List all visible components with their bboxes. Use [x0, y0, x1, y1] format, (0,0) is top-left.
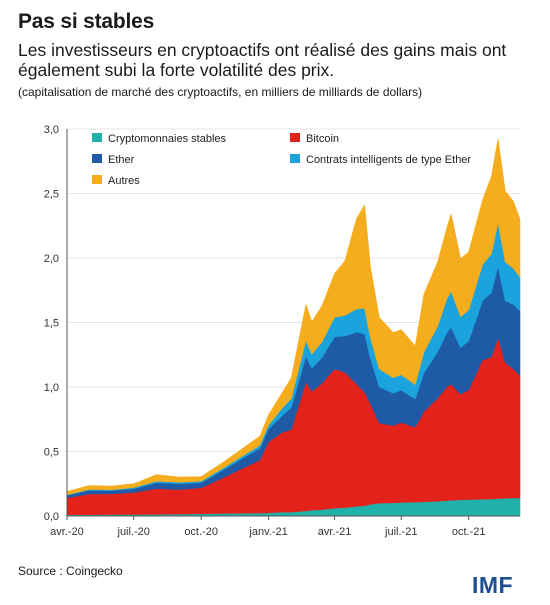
- y-tick-label: 3,0: [44, 124, 59, 136]
- y-tick-label: 2,5: [44, 189, 59, 201]
- stacked-areas: [66, 138, 521, 517]
- x-tick-label: oct.-21: [452, 526, 486, 538]
- y-tick-label: 1,0: [44, 382, 59, 394]
- legend: Cryptomonnaies stables Bitcoin Ether Contra…: [92, 133, 471, 187]
- y-tick-label: 0,0: [44, 511, 59, 523]
- chart-title: Pas si stables: [18, 10, 155, 33]
- y-tick-label: 0,5: [44, 447, 59, 459]
- source-note: Source : Coingecko: [18, 564, 123, 578]
- x-tick-label: oct.-20: [184, 526, 218, 538]
- imf-logo: IMF: [472, 572, 514, 598]
- x-tick-label: juil.-20: [117, 526, 150, 538]
- y-tick-label: 1,5: [44, 318, 59, 330]
- axes: [66, 129, 520, 520]
- legend-swatch: [290, 133, 300, 142]
- legend-swatch: [290, 154, 300, 163]
- x-tick-labels: avr.-20 juil.-20 oct.-20 janv.-21 avr.-21 jui…: [50, 526, 485, 538]
- series-area: [66, 138, 521, 496]
- legend-label: Bitcoin: [306, 133, 339, 145]
- market-cap-chart: 0,0 0,5 1,0 1,5 2,0 2,5 3,0 avr.-20 juil.-20 oct…: [44, 124, 521, 538]
- legend-label: Contrats intelligents de type Ether: [306, 154, 471, 166]
- x-tick-label: avr.-21: [318, 526, 352, 538]
- legend-label: Autres: [108, 175, 140, 187]
- unit-note: (capitalisation de marché des cryptoacti…: [18, 85, 423, 99]
- legend-label: Ether: [108, 154, 135, 166]
- legend-swatch: [92, 133, 102, 142]
- x-tick-label: avr.-20: [50, 526, 84, 538]
- y-tick-labels: 0,0 0,5 1,0 1,5 2,0 2,5 3,0: [44, 124, 59, 523]
- y-tick-label: 2,0: [44, 253, 59, 265]
- x-tick-label: juil.-21: [384, 526, 417, 538]
- chart-subtitle: Les investisseurs en cryptoactifs ont ré…: [18, 40, 507, 80]
- x-tick-label: janv.-21: [248, 526, 287, 538]
- legend-label: Cryptomonnaies stables: [108, 133, 227, 145]
- legend-swatch: [92, 154, 102, 163]
- legend-swatch: [92, 175, 102, 184]
